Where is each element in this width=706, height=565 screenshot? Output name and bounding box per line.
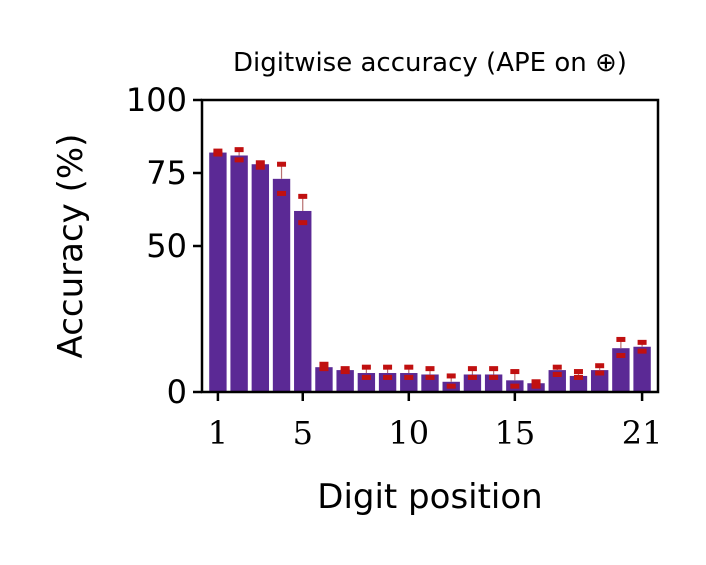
run-marker-20-1 (616, 353, 626, 358)
x-tick-label-10: 10 (388, 414, 429, 452)
bar-19 (590, 370, 609, 392)
run-marker-21-1 (637, 348, 647, 354)
run-marker-9-2 (383, 364, 393, 370)
y-tick-label-75: 75 (146, 154, 187, 192)
run-marker-11-1 (425, 374, 435, 380)
bar-7 (336, 370, 354, 392)
run-marker-13-2 (467, 366, 477, 372)
bar-20 (612, 348, 630, 392)
bar-5 (294, 210, 312, 392)
run-marker-7-2 (340, 369, 350, 375)
y-tick-label-50: 50 (146, 227, 187, 265)
run-marker-14-1 (489, 374, 499, 380)
run-marker-3-2 (255, 160, 265, 166)
x-axis-label: Digit position (317, 477, 542, 517)
run-marker-6-1 (319, 366, 329, 372)
run-marker-4-2 (277, 161, 287, 167)
y-tick-label-100: 100 (126, 81, 187, 119)
run-marker-1-2 (213, 148, 223, 154)
bar-18 (569, 375, 588, 392)
run-marker-20-2 (616, 336, 626, 342)
run-marker-15-2 (510, 369, 520, 375)
run-marker-14-2 (489, 366, 499, 372)
run-marker-4-1 (277, 190, 287, 196)
run-marker-1-1 (213, 151, 223, 157)
run-marker-21-2 (637, 339, 647, 345)
run-marker-5-2 (298, 193, 308, 199)
run-marker-13-1 (467, 374, 477, 380)
run-marker-17-2 (552, 364, 562, 370)
run-marker-15-1 (510, 383, 520, 389)
bar-21 (633, 346, 651, 392)
run-marker-9-1 (383, 374, 393, 380)
bars-group (209, 152, 651, 392)
run-marker-6-2 (319, 361, 329, 367)
run-marker-12-2 (446, 373, 456, 379)
run-marker-5-1 (298, 220, 308, 226)
x-tick-label-5: 5 (293, 414, 313, 452)
y-axis-label: Accuracy (%) (51, 134, 91, 359)
run-marker-18-2 (573, 369, 583, 375)
chart-title: Digitwise accuracy (APE on ⊕) (233, 48, 627, 78)
bar-3 (251, 164, 270, 392)
run-marker-10-1 (404, 374, 414, 380)
run-markers-group (213, 147, 647, 389)
run-marker-18-1 (573, 374, 583, 380)
run-marker-8-2 (361, 364, 371, 370)
run-marker-11-2 (425, 366, 435, 372)
x-tick-label-21: 21 (622, 414, 663, 452)
bar-4 (272, 178, 291, 392)
run-marker-8-1 (361, 374, 371, 380)
y-ticks-group: 0 50 75 100 (126, 81, 202, 411)
run-marker-7-1 (340, 366, 350, 372)
x-tick-label-1: 1 (208, 414, 228, 452)
bar-1 (209, 152, 227, 392)
run-marker-12-1 (446, 383, 456, 389)
run-marker-16-2 (531, 379, 541, 385)
y-tick-label-0: 0 (167, 373, 187, 411)
run-marker-10-2 (404, 364, 414, 370)
plot-frame (200, 98, 660, 394)
bar-6 (315, 367, 333, 392)
bar-2 (230, 155, 248, 392)
run-marker-3-1 (255, 164, 265, 170)
run-marker-19-1 (595, 370, 605, 376)
x-ticks-group: 1 5 10 15 21 (208, 392, 663, 452)
run-marker-17-1 (552, 371, 562, 377)
x-tick-label-15: 15 (494, 414, 535, 452)
run-marker-19-2 (595, 363, 605, 369)
run-marker-2-1 (234, 157, 244, 163)
run-marker-2-2 (234, 147, 244, 153)
run-marker-16-1 (531, 383, 541, 389)
